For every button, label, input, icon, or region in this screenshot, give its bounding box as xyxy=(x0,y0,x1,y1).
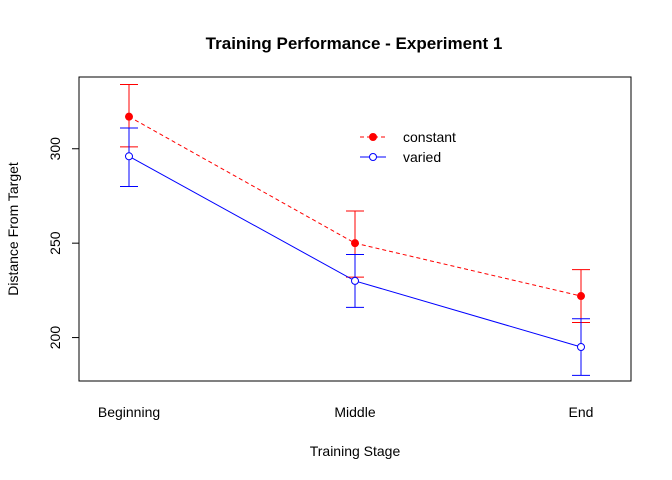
x-tick-label: End xyxy=(569,404,594,420)
series-line-constant xyxy=(128,116,582,297)
legend: constant varied xyxy=(360,129,456,165)
legend-marker-varied xyxy=(369,153,377,161)
chart-title: Training Performance - Experiment 1 xyxy=(206,34,503,53)
y-tick-label: 250 xyxy=(47,231,63,255)
data-point-constant xyxy=(125,112,133,121)
y-tick-label: 200 xyxy=(47,326,63,350)
data-point-constant xyxy=(351,239,359,248)
x-tick-label: Middle xyxy=(334,404,375,420)
data-point-varied xyxy=(125,152,133,161)
data-points xyxy=(125,112,585,352)
legend-label-constant: constant xyxy=(403,129,456,145)
legend-marker-constant xyxy=(369,133,377,141)
y-axis: 200 250 300 xyxy=(47,137,80,350)
x-axis-title: Training Stage xyxy=(310,443,401,459)
y-tick-label: 300 xyxy=(47,137,63,161)
x-axis: Beginning Middle End xyxy=(98,404,594,420)
data-point-varied xyxy=(351,276,359,285)
x-tick-label: Beginning xyxy=(98,404,160,420)
legend-label-varied: varied xyxy=(403,149,441,165)
data-point-varied xyxy=(577,343,585,352)
data-point-constant xyxy=(577,292,585,301)
error-bars xyxy=(120,84,590,376)
y-axis-title: Distance From Target xyxy=(5,162,21,296)
